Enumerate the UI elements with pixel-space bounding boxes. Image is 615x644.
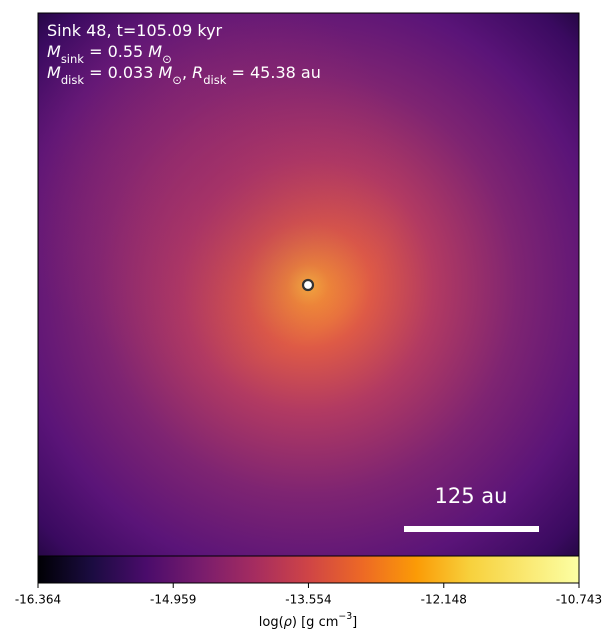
text-segment: Sink 48, t=105.09 kyr	[47, 21, 223, 40]
text-segment: log(	[259, 615, 284, 630]
text-segment: sink	[61, 52, 84, 66]
scale-bar	[404, 526, 539, 532]
text-segment: ⊙	[162, 52, 172, 66]
colorbar	[37, 555, 580, 584]
text-segment: disk	[203, 73, 227, 87]
text-segment: ]	[352, 615, 357, 630]
text-segment: M	[47, 42, 61, 61]
text-segment: = 45.38 au	[226, 63, 320, 82]
text-segment: = 0.033	[84, 63, 158, 82]
text-segment: M	[148, 42, 162, 61]
text-segment: ) [g cm	[292, 615, 338, 630]
annotation: Mdisk = 0.033 M⊙, Rdisk = 45.38 au	[47, 63, 321, 87]
tick-label: -16.364	[15, 593, 61, 607]
text-segment: −3	[338, 611, 352, 622]
scale-bar-label: 125 au	[435, 484, 508, 508]
text-segment: = 0.55	[84, 42, 148, 61]
colorbar-ticks: -16.364 -14.959 -13.554 -12.148 -10.743	[15, 583, 602, 607]
text-segment: ,	[182, 63, 192, 82]
annotation: Sink 48, t=105.09 kyr	[47, 21, 223, 40]
text-segment: M	[47, 63, 61, 82]
sink-marker	[301, 278, 315, 292]
text-segment: ρ	[284, 615, 293, 630]
tick-label: -10.743	[556, 593, 602, 607]
tick-label: -14.959	[150, 593, 196, 607]
annotation: Msink = 0.55 M⊙	[47, 42, 172, 66]
text-segment: ⊙	[172, 73, 182, 87]
colorbar-label: log(ρ) [g cm−3]	[259, 611, 358, 630]
text-segment: disk	[61, 73, 85, 87]
text-segment: R	[192, 63, 203, 82]
tick-label: -13.554	[285, 593, 331, 607]
tick-label: -12.148	[421, 593, 467, 607]
text-segment: M	[158, 63, 172, 82]
